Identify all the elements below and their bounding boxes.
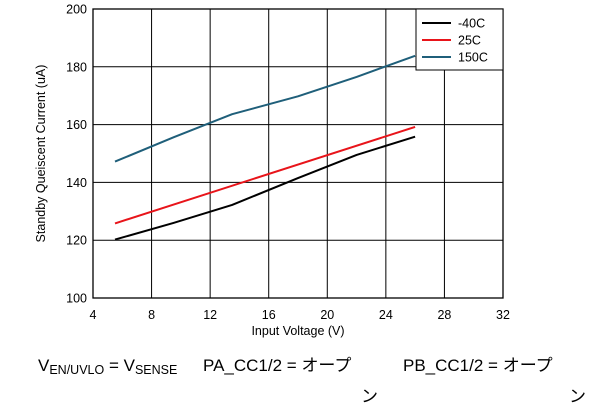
x-tick-label: 16 bbox=[262, 308, 276, 322]
pa-cc-label: PA_CC1/2 = bbox=[203, 356, 302, 375]
legend-label: 25C bbox=[458, 34, 481, 48]
y-tick-label: 180 bbox=[66, 60, 87, 74]
y-tick-label: 120 bbox=[66, 234, 87, 248]
x-tick-label: 24 bbox=[379, 308, 393, 322]
v-sense-symbol: V bbox=[123, 356, 135, 375]
pa-cc-value: オープ bbox=[301, 356, 352, 376]
v-en-uvlo-symbol: V bbox=[38, 356, 50, 375]
equals-sign: = bbox=[104, 356, 124, 375]
y-axis-title: Standby Queiscent Current (uA) bbox=[34, 65, 48, 243]
legend-label: -40C bbox=[458, 17, 485, 31]
y-tick-label: 200 bbox=[66, 3, 87, 17]
y-tick-labels: 100 120 140 160 180 200 bbox=[66, 3, 87, 306]
v-en-uvlo-subscript: EN/UVLO bbox=[49, 363, 105, 377]
x-tick-label: 20 bbox=[320, 308, 334, 322]
y-tick-label: 140 bbox=[66, 176, 87, 190]
condition-venuvlo: VEN/UVLO = VSENSE bbox=[38, 356, 177, 376]
series-lines bbox=[114, 54, 416, 241]
pb-cc-label: PB_CC1/2 = bbox=[403, 356, 503, 375]
plot-frame bbox=[92, 8, 504, 299]
x-tick-label: 32 bbox=[496, 308, 510, 322]
x-tick-label: 4 bbox=[90, 308, 97, 322]
x-tick-labels: 4 8 12 16 20 24 28 32 bbox=[90, 308, 510, 322]
series-line bbox=[114, 125, 416, 225]
pa-cc-value-wrap: ン bbox=[361, 387, 378, 407]
x-tick-label: 12 bbox=[203, 308, 217, 322]
pb-cc-value-wrap: ン bbox=[569, 387, 586, 407]
pb-cc-value: オープ bbox=[502, 356, 553, 376]
v-sense-subscript: SENSE bbox=[134, 363, 178, 377]
line-chart: 4 8 12 16 20 24 28 32 100 120 140 160 180 200 Input … bbox=[34, 3, 510, 339]
condition-pa-cc: PA_CC1/2 = オープ ン bbox=[203, 356, 378, 407]
legend: -40C 25C 150C bbox=[415, 8, 504, 71]
y-tick-label: 160 bbox=[66, 118, 87, 132]
condition-pb-cc: PB_CC1/2 = オープ ン bbox=[403, 356, 586, 407]
y-tick-label: 100 bbox=[66, 292, 87, 306]
series-line bbox=[114, 135, 416, 241]
x-tick-label: 8 bbox=[148, 308, 155, 322]
x-tick-label: 28 bbox=[437, 308, 451, 322]
x-axis-title: Input Voltage (V) bbox=[251, 324, 344, 338]
series-line bbox=[114, 54, 416, 163]
legend-label: 150C bbox=[458, 51, 488, 65]
